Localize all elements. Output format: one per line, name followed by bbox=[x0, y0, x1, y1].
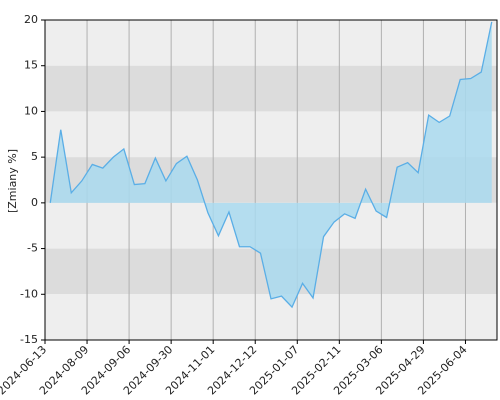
y-tick-label: -10 bbox=[20, 287, 38, 300]
y-tick-label: -15 bbox=[20, 333, 38, 346]
line bbox=[49, 21, 493, 309]
grid-band bbox=[45, 65, 497, 112]
y-tick-label: 5 bbox=[31, 150, 38, 163]
grid-band bbox=[45, 294, 497, 340]
y-tick-label: -5 bbox=[27, 242, 38, 255]
grid-band bbox=[45, 111, 497, 158]
y-tick-label: 20 bbox=[24, 13, 38, 26]
y-tick-label: 10 bbox=[24, 104, 38, 117]
grid-band bbox=[45, 20, 497, 66]
y-tick-label: 15 bbox=[24, 59, 38, 72]
y-axis-label: [Zmiany %] bbox=[6, 149, 19, 213]
plot-border bbox=[44, 19, 498, 341]
y-tick-label: 0 bbox=[31, 196, 38, 209]
